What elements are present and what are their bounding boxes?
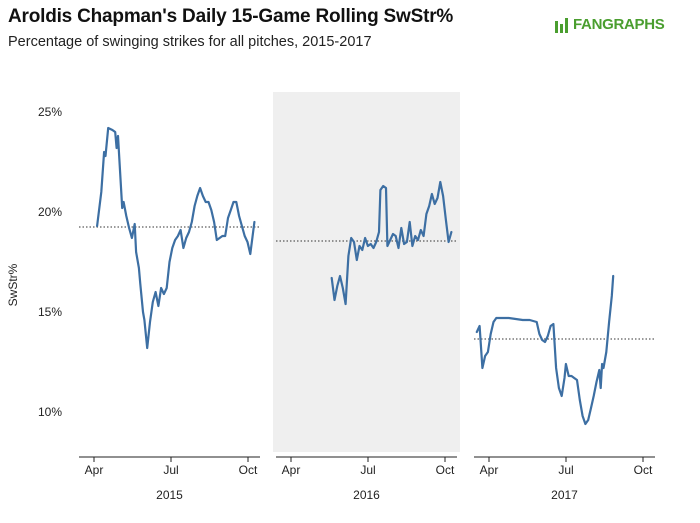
y-tick-label: 10% (38, 405, 62, 419)
x-tick-label: Apr (282, 463, 301, 477)
y-axis-label: SwStr% (6, 263, 20, 306)
x-tick-label: Jul (163, 463, 178, 477)
y-tick-label: 15% (38, 305, 62, 319)
x-tick-label: Apr (480, 463, 499, 477)
x-tick-label: Apr (85, 463, 104, 477)
y-tick-label: 25% (38, 105, 62, 119)
x-tick-label: Oct (634, 463, 653, 477)
x-tick-label: Oct (239, 463, 258, 477)
logo-text: FANGRAPHS (573, 16, 665, 33)
x-tick-label: Jul (360, 463, 375, 477)
swstr-series-line (475, 274, 615, 426)
fangraphs-logo[interactable]: FANGRAPHS (555, 15, 695, 37)
season-label: 2015 (156, 488, 183, 502)
season-label: 2016 (353, 488, 380, 502)
fangraphs-batter-icon (555, 18, 568, 33)
chart-title: Aroldis Chapman's Daily 15-Game Rolling … (8, 6, 454, 27)
swstr-series-line (95, 126, 256, 350)
chart-subtitle: Percentage of swinging strikes for all p… (8, 34, 372, 50)
season-label: 2017 (551, 488, 578, 502)
y-tick-label: 20% (38, 205, 62, 219)
x-tick-label: Oct (436, 463, 455, 477)
x-tick-label: Jul (558, 463, 573, 477)
season-shade (273, 92, 460, 452)
swstr-series-line (330, 180, 453, 306)
